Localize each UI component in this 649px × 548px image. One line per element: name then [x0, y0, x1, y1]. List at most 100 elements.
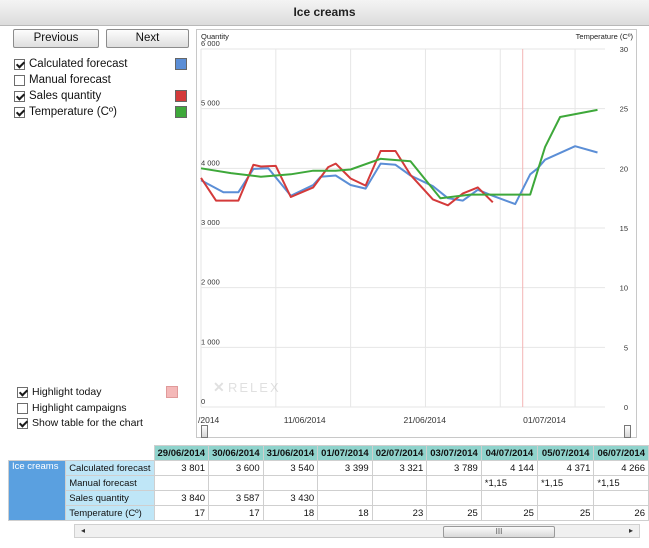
- table-header-row: 29/06/2014 30/06/2014 31/06/2014 01/07/2014…: [8, 445, 649, 461]
- scroll-right-arrow-icon[interactable]: ▸: [628, 526, 633, 535]
- scrollbar-thumb[interactable]: III: [443, 526, 555, 538]
- table-cell: 4 266: [593, 460, 649, 476]
- right-tick-label: 20: [620, 164, 628, 173]
- table-cell: [536, 490, 595, 506]
- product-group-cell[interactable]: Ice creams: [7, 460, 67, 521]
- right-tick-label: 5: [624, 343, 628, 352]
- row-label: Manual forecast: [65, 475, 155, 491]
- data-table: 29/06/2014 30/06/2014 31/06/2014 01/07/2014…: [7, 445, 649, 521]
- series-toggle-calculated-forecast[interactable]: Calculated forecast: [14, 57, 127, 71]
- table-cell: 3 600: [208, 460, 264, 476]
- show-table-checkbox[interactable]: [17, 417, 28, 429]
- date-column-header[interactable]: 31/06/2014: [262, 445, 319, 461]
- table-corner: [8, 445, 155, 461]
- line-chart: Quantity Temperature (Cº) 6 000 5 000 4 00…: [198, 32, 634, 425]
- temperature-color-swatch[interactable]: [175, 106, 187, 118]
- table-cell: 25: [426, 505, 482, 521]
- chart-panel: Quantity Temperature (Cº) 6 000 5 000 4 00…: [196, 29, 637, 438]
- table-cell[interactable]: *1,15: [480, 475, 538, 491]
- date-column-header[interactable]: 03/07/2014: [426, 445, 482, 461]
- table-cell: [371, 490, 428, 506]
- temperature-line: [200, 108, 598, 200]
- table-cell[interactable]: *1,15: [593, 475, 649, 491]
- table-cell[interactable]: [426, 475, 482, 491]
- row-label: Calculated forecast: [65, 460, 155, 476]
- table-cell[interactable]: [317, 475, 373, 491]
- date-column-header[interactable]: 29/06/2014: [153, 445, 210, 461]
- highlight-today-option[interactable]: Highlight today: [17, 385, 101, 399]
- highlight-today-checkbox[interactable]: [17, 386, 28, 398]
- left-tick-label: 2 000: [201, 278, 220, 287]
- table-cell: 3 430: [262, 490, 319, 506]
- table-cell: 17: [153, 505, 210, 521]
- table-cell: 25: [536, 505, 595, 521]
- table-cell: [593, 490, 649, 506]
- table-row: Ice creams Calculated forecast 3 801 3 600 3…: [7, 460, 649, 521]
- temperature-checkbox[interactable]: [14, 106, 25, 118]
- table-cell: [317, 490, 373, 506]
- table-cell: 4 144: [480, 460, 538, 476]
- left-tick-label: 3 000: [201, 218, 220, 227]
- calculated-forecast-line: [200, 145, 598, 206]
- table-cell: 18: [317, 505, 373, 521]
- row-label: Temperature (Cº): [65, 505, 155, 521]
- table-cell: 3 540: [262, 460, 319, 476]
- series-toggle-temperature[interactable]: Temperature (Cº): [14, 105, 117, 119]
- sales-quantity-checkbox[interactable]: [14, 90, 25, 102]
- window-title: Ice creams: [0, 0, 649, 26]
- left-tick-label: 5 000: [201, 99, 220, 108]
- table-cell[interactable]: [153, 475, 210, 491]
- range-slider-left-handle[interactable]: [201, 425, 208, 438]
- highlight-campaigns-label: Highlight campaigns: [32, 402, 127, 414]
- left-tick-label: 1 000: [201, 337, 220, 346]
- temperature-label: Temperature (Cº): [29, 106, 117, 118]
- table-cell: 3 789: [426, 460, 482, 476]
- table-row: Temperature (Cº) 17 17 18 18 23 25 25 25 26: [9, 505, 649, 521]
- x-tick-label: 21/06/2014: [403, 415, 446, 425]
- table-cell[interactable]: [262, 475, 319, 491]
- right-tick-label: 10: [620, 284, 628, 293]
- left-tick-label: 6 000: [201, 39, 220, 48]
- show-table-option[interactable]: Show table for the chart: [17, 416, 143, 430]
- highlight-today-swatch[interactable]: [166, 386, 178, 398]
- row-label: Sales quantity: [65, 490, 155, 506]
- left-tick-label: 4 000: [201, 158, 220, 167]
- previous-button[interactable]: Previous: [13, 29, 99, 48]
- right-tick-label: 15: [620, 224, 628, 233]
- table-cell[interactable]: [371, 475, 428, 491]
- table-cell[interactable]: [208, 475, 264, 491]
- x-tick-label: 11/06/2014: [284, 415, 326, 425]
- table-cell: 18: [262, 505, 319, 521]
- scroll-left-arrow-icon[interactable]: ◂: [80, 526, 85, 535]
- calculated-forecast-checkbox[interactable]: [14, 58, 25, 70]
- date-column-header[interactable]: 02/07/2014: [371, 445, 428, 461]
- left-tick-label: 0: [201, 397, 205, 406]
- range-slider-right-handle[interactable]: [624, 425, 631, 438]
- x-tick-label: 01/07/2014: [523, 415, 566, 425]
- table-cell: 3 801: [153, 460, 210, 476]
- date-column-header[interactable]: 05/07/2014: [536, 445, 595, 461]
- right-tick-label: 0: [624, 403, 628, 412]
- table-cell: [426, 490, 482, 506]
- left-axis-label: Quantity: [201, 32, 229, 41]
- horizontal-scrollbar[interactable]: ◂ III ▸: [74, 524, 640, 538]
- highlight-campaigns-option[interactable]: Highlight campaigns: [17, 401, 127, 415]
- next-button[interactable]: Next: [106, 29, 189, 48]
- table-cell: 3 399: [317, 460, 373, 476]
- right-axis-label: Temperature (Cº): [576, 32, 634, 41]
- date-column-header[interactable]: 06/07/2014: [593, 445, 649, 461]
- show-table-label: Show table for the chart: [32, 417, 143, 429]
- date-column-header[interactable]: 01/07/2014: [317, 445, 373, 461]
- highlight-campaigns-checkbox[interactable]: [17, 402, 28, 414]
- manual-forecast-checkbox[interactable]: [14, 74, 25, 86]
- date-column-header[interactable]: 04/07/2014: [480, 445, 538, 461]
- table-cell[interactable]: *1,15: [536, 475, 595, 491]
- calculated-forecast-label: Calculated forecast: [29, 58, 128, 70]
- series-toggle-manual-forecast[interactable]: Manual forecast: [14, 73, 111, 87]
- table-row: Sales quantity 3 840 3 587 3 430: [9, 490, 649, 506]
- table-cell: 3 840: [153, 490, 210, 506]
- calculated-forecast-color-swatch[interactable]: [175, 58, 187, 70]
- sales-quantity-color-swatch[interactable]: [175, 90, 187, 102]
- series-toggle-sales-quantity[interactable]: Sales quantity: [14, 89, 101, 103]
- date-column-header[interactable]: 30/06/2014: [208, 445, 264, 461]
